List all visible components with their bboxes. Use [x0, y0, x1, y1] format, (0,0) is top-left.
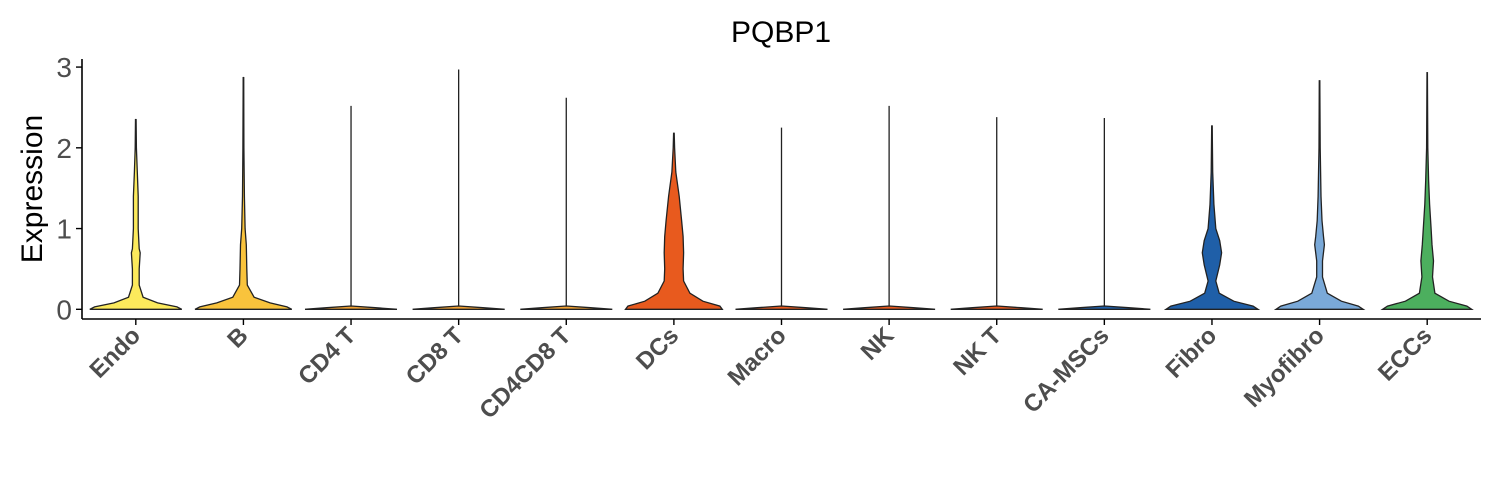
x-tick-label: CA-MSCs — [1018, 322, 1114, 418]
y-tick-label: 3 — [56, 52, 72, 83]
y-tick-label: 1 — [56, 214, 72, 245]
y-axis-label: Expression — [16, 115, 49, 263]
x-tick-label: DCs — [631, 322, 684, 375]
violin-body — [89, 118, 183, 310]
x-axis-ticks: Endo B CD4 T CD8 T CD4CD8 T DCs Macro NK NK T CA-… — [85, 319, 1437, 424]
chart-title: PQBP1 — [731, 16, 831, 49]
y-axis-ticks: 0 1 2 3 — [56, 52, 82, 325]
violin-body — [1273, 80, 1366, 310]
violin-body — [843, 305, 936, 310]
violin-body — [950, 305, 1043, 310]
violin-body — [520, 305, 613, 310]
x-tick-label: B — [222, 322, 253, 353]
x-tick-label: Myofibro — [1239, 322, 1330, 413]
violin-eccs — [1380, 71, 1474, 310]
violin-macro — [735, 127, 828, 310]
violin-body — [412, 305, 505, 310]
violin-ca-mscs — [1058, 117, 1151, 310]
violin-myofibro — [1273, 80, 1366, 310]
violin-body — [735, 305, 828, 310]
violin-cd8-t — [412, 69, 505, 310]
x-tick-label: ECCs — [1373, 322, 1437, 386]
violin-nk-t — [950, 117, 1043, 310]
violin-body — [304, 305, 398, 310]
violin-body — [624, 132, 724, 310]
violin-body — [1163, 125, 1261, 310]
x-tick-label: Macro — [723, 322, 792, 391]
violin-cd4cd8-t — [520, 97, 613, 310]
violin-body — [194, 76, 293, 310]
x-tick-label: CD4 T — [293, 322, 361, 390]
x-tick-label: CD4CD8 T — [474, 322, 576, 424]
x-tick-label: CD8 T — [401, 322, 469, 390]
violin-nk — [843, 105, 936, 310]
violin-fibro — [1163, 125, 1261, 310]
plot-area — [89, 69, 1474, 310]
violin-cd4-t — [304, 105, 398, 310]
x-tick-label: NK T — [948, 322, 1007, 381]
y-tick-label: 0 — [56, 294, 72, 325]
y-tick-label: 2 — [56, 133, 72, 164]
x-tick-label: Endo — [85, 322, 147, 384]
violin-b — [194, 76, 293, 310]
violin-dcs — [624, 132, 724, 310]
violin-body — [1058, 305, 1151, 310]
x-tick-label: Fibro — [1161, 322, 1223, 384]
violin-body — [1380, 71, 1474, 310]
violin-endo — [89, 118, 183, 310]
x-tick-label: NK — [856, 322, 900, 366]
